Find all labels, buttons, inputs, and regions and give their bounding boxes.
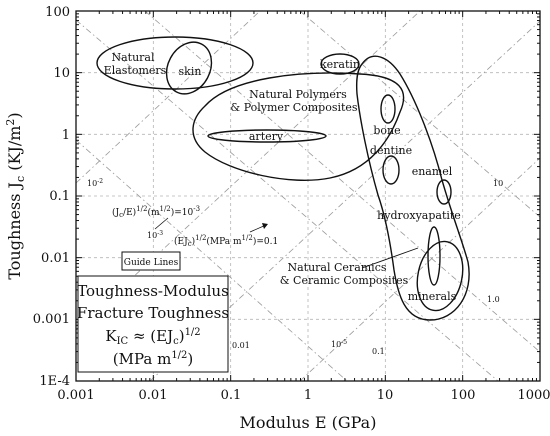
legend-line-4: (MPa m1/2) <box>113 350 194 368</box>
legend-box <box>77 275 229 373</box>
region-label-hydroxyapatite: hydroxyapatite <box>377 209 461 222</box>
y-tick-label: 0.01 <box>41 251 70 266</box>
region-label-artery: artery <box>249 130 284 143</box>
guide-value-bottom-2: 10-5 <box>331 339 347 349</box>
x-tick-label: 0.1 <box>221 388 242 403</box>
guide-value-right-2: 1.0 <box>487 295 500 304</box>
x-axis-label: Modulus E (GPa) <box>240 413 377 432</box>
region-label-skin: skin <box>179 65 202 78</box>
x-tick-label: 10 <box>377 388 394 403</box>
grid-lines <box>76 11 540 381</box>
y-tick-label: 100 <box>45 5 70 20</box>
guide-value-bottom-3: 0.1 <box>372 347 385 356</box>
x-tick-label: 1000 <box>517 388 550 403</box>
x-tick-label: 1 <box>304 388 312 403</box>
guide-line-slope-pos-1 <box>76 11 421 331</box>
region-label-natural-elastomers: Natural Elastomers <box>104 51 167 77</box>
legend-line-1: Toughness-Modulus <box>77 282 229 300</box>
natural-ceramics-pointer <box>361 247 419 269</box>
regions: Natural Elastomers skin Natural Polymers &… <box>96 36 470 321</box>
guide-line-slope-pos-2 <box>149 20 540 381</box>
region-label-keratin: keratin <box>320 58 360 71</box>
guide-lines-box-label: Guide Lines <box>124 258 179 268</box>
guide-family-2-arrowhead <box>262 223 268 229</box>
legend-box-text: Toughness-Modulus Fracture Toughness KIC… <box>77 282 229 368</box>
guide-value-left-2: 10-3 <box>147 230 163 240</box>
region-keratin <box>320 53 360 75</box>
legend-line-2: Fracture Toughness <box>77 304 229 322</box>
guide-line-slope-pos-4 <box>76 11 261 184</box>
guide-family-2-label: (EJc)1/2(MPa m1/2)=0.1 <box>174 234 278 248</box>
y-tick-label: 10 <box>53 66 70 81</box>
guide-value-bottom-1: 0.01 <box>232 341 250 350</box>
y-tick-labels: 1E-4 0.001 0.01 0.1 1 10 100 <box>33 5 70 389</box>
region-minerals <box>416 240 464 312</box>
y-axis-label: Toughness Jc (KJ/m2) <box>4 112 27 279</box>
guide-line-slope-neg-1 <box>76 139 348 381</box>
guide-family-1-arrow <box>154 217 169 230</box>
region-skin <box>165 41 213 95</box>
region-enamel <box>436 179 452 205</box>
region-bone <box>380 94 396 124</box>
y-tick-label: 0.1 <box>49 189 70 204</box>
region-label-bone: bone <box>373 124 400 137</box>
guide-family-1-label: (Jc/E)1/2(m1/2)=10-3 <box>112 205 200 219</box>
region-natural-elastomers <box>96 36 254 90</box>
guide-line-labels: (Jc/E)1/2(m1/2)=10-3 (EJc)1/2(MPa m1/2)=… <box>87 178 503 356</box>
y-tick-label: 0.001 <box>33 312 70 327</box>
x-tick-labels: 0.001 0.01 0.1 1 10 100 1000 <box>57 388 550 403</box>
region-label-enamel: enamel <box>412 165 453 178</box>
region-label-minerals: minerals <box>408 290 457 303</box>
guide-lines-box <box>121 251 181 271</box>
guide-value-left-1: 10-2 <box>87 178 103 188</box>
region-artery <box>207 129 327 143</box>
legend-line-3: KIC ≈ (EJc)1/2 <box>105 327 200 347</box>
region-natural-polymers <box>192 72 405 181</box>
region-hydroxyapatite <box>427 226 441 286</box>
x-tick-label: 0.01 <box>139 388 168 403</box>
guide-value-right-1: 10 <box>493 179 503 188</box>
x-tick-label: 100 <box>451 388 476 403</box>
y-tick-label: 1 <box>62 128 70 143</box>
x-tick-label: 0.001 <box>57 388 94 403</box>
region-label-natural-ceramics: Natural Ceramics & Ceramic Composites <box>280 261 409 287</box>
guide-line-slope-pos-3 <box>299 157 540 381</box>
guide-line-slope-neg-2 <box>76 19 499 381</box>
region-label-dentine: dentine <box>370 144 412 157</box>
region-natural-ceramics <box>355 55 470 321</box>
region-dentine <box>382 155 400 185</box>
region-label-natural-polymers: Natural Polymers & Polymer Composites <box>230 88 358 114</box>
y-tick-label: 1E-4 <box>39 374 70 389</box>
